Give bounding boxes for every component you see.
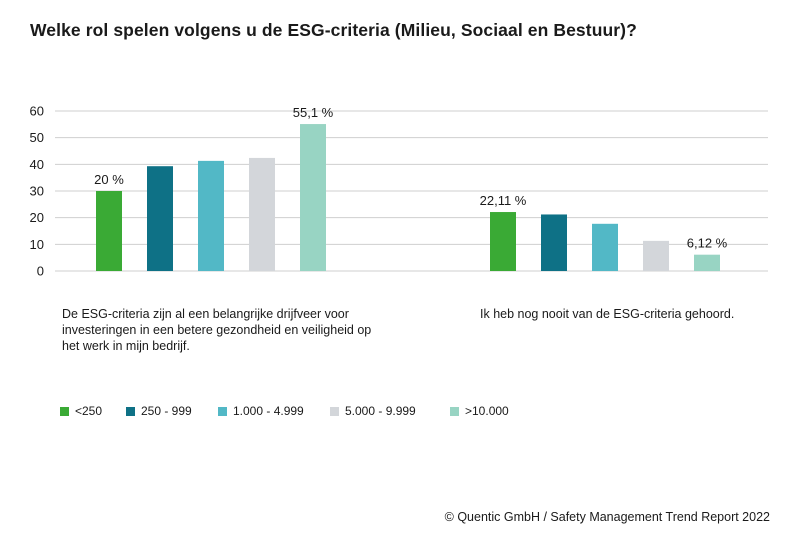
bar-2-3 [592, 223, 618, 271]
legend-label: 1.000 - 4.999 [233, 404, 304, 418]
legend-label: <250 [75, 404, 103, 418]
y-tick-label: 0 [37, 264, 44, 279]
bar-2-1 [490, 212, 516, 271]
legend-label: 250 - 999 [141, 404, 192, 418]
legend-item: <250 [60, 404, 102, 418]
y-tick-label: 60 [30, 104, 44, 119]
bar-chart: 0 10 20 30 40 50 60 20 % 55,1 % 22,11 % 6,12 % [30, 104, 768, 279]
category-label-1: De ESG-criteria zijn al een belangrijke … [62, 307, 372, 353]
bar-2-2 [541, 214, 567, 271]
data-label: 20 % [94, 172, 124, 187]
legend-label: 5.000 - 9.999 [345, 404, 416, 418]
bar-1-2 [147, 166, 173, 271]
legend-swatch [218, 406, 227, 416]
bar-1-1 [96, 191, 122, 271]
bar-1-5 [300, 124, 326, 271]
y-tick-label: 30 [30, 184, 44, 199]
legend-item: 1.000 - 4.999 [218, 404, 304, 418]
y-tick-label: 20 [30, 210, 44, 225]
legend-label: >10.000 [465, 404, 509, 418]
legend-swatch [450, 406, 459, 416]
legend-item: 250 - 999 [126, 404, 192, 418]
bar-1-3 [198, 160, 224, 271]
legend-item: >10.000 [450, 404, 509, 418]
y-tick-label: 50 [30, 130, 44, 145]
chart-title: Welke rol spelen volgens u de ESG-criter… [30, 20, 637, 40]
category-label-2: Ik heb nog nooit van de ESG-criteria geh… [480, 307, 735, 321]
copyright-footer: © Quentic GmbH / Safety Management Trend… [444, 510, 770, 524]
bar-1-4 [249, 157, 275, 271]
y-tick-label: 10 [30, 237, 44, 252]
legend-item: 5.000 - 9.999 [330, 404, 416, 418]
data-label: 22,11 % [480, 193, 527, 208]
bar-2-5 [694, 254, 720, 271]
legend-swatch [330, 406, 339, 416]
bar-2-4 [643, 240, 669, 271]
data-label: 55,1 % [293, 105, 334, 120]
y-tick-label: 40 [30, 157, 44, 172]
data-label: 6,12 % [687, 236, 728, 251]
legend-swatch [126, 406, 135, 416]
legend-swatch [60, 406, 69, 416]
